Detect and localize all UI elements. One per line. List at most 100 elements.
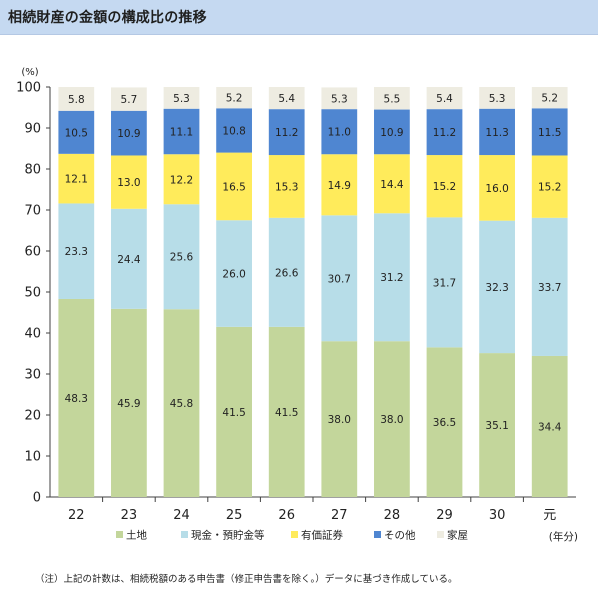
data-label: 12.1 <box>65 174 88 186</box>
data-label: 10.5 <box>65 127 88 139</box>
bar-segment <box>479 87 515 109</box>
bar-segment <box>426 217 463 348</box>
data-label: 26.6 <box>275 267 299 279</box>
data-label: 35.1 <box>485 420 508 432</box>
bar-segment <box>111 308 147 497</box>
x-tick-label: 26 <box>278 508 295 523</box>
y-tick-label: 20 <box>24 409 41 424</box>
x-axis-unit: (年分) <box>549 530 578 543</box>
data-label: 11.3 <box>485 127 508 139</box>
data-label: 33.7 <box>538 282 561 294</box>
legend-label: 土地 <box>126 529 147 542</box>
data-label: 5.3 <box>489 93 506 105</box>
legend-swatch <box>374 531 381 538</box>
bar-segment <box>374 87 410 110</box>
legend-swatch <box>181 531 188 538</box>
data-label: 5.7 <box>121 94 138 106</box>
data-label: 5.4 <box>436 93 453 105</box>
bar-segment <box>111 155 147 209</box>
y-tick-label: 80 <box>24 163 41 178</box>
data-label: 5.8 <box>68 94 85 106</box>
data-label: 32.3 <box>485 282 508 294</box>
data-label: 45.8 <box>170 398 193 410</box>
legend-label: 現金・預貯金等 <box>191 529 265 542</box>
x-tick-label: 27 <box>331 508 348 523</box>
data-label: 5.3 <box>331 93 348 105</box>
bar-segment <box>321 154 358 216</box>
data-label: 41.5 <box>222 407 245 419</box>
y-axis-unit: (%) <box>21 67 38 78</box>
data-label: 13.0 <box>117 177 140 189</box>
bar-segment <box>58 203 95 299</box>
data-label: 38.0 <box>380 414 403 426</box>
data-label: 11.2 <box>433 127 456 139</box>
bar-segment <box>163 108 200 155</box>
data-label: 31.7 <box>433 277 456 289</box>
bar-segment <box>426 109 463 156</box>
data-label: 38.0 <box>328 414 351 426</box>
bar-segment <box>531 108 568 156</box>
x-tick-label: 25 <box>226 508 243 523</box>
data-label: 24.4 <box>117 254 141 266</box>
bar-segment <box>426 155 463 218</box>
data-label: 10.9 <box>380 127 403 139</box>
bar-segment <box>111 208 147 309</box>
legend-label: 有価証券 <box>301 529 343 542</box>
bar-segment <box>163 87 200 109</box>
bar-segment <box>531 355 568 497</box>
y-tick-label: 30 <box>24 368 41 383</box>
y-tick-label: 0 <box>33 491 41 506</box>
data-label: 45.9 <box>117 398 140 410</box>
data-label: 15.2 <box>538 182 561 194</box>
bar-segment <box>374 154 410 214</box>
data-label: 5.4 <box>278 93 295 105</box>
bar-segment <box>321 87 358 110</box>
bar-segment <box>268 109 305 156</box>
data-label: 14.4 <box>380 179 404 191</box>
bar-segment <box>479 155 515 221</box>
bar-segment <box>216 326 252 497</box>
bar-segment <box>58 298 95 497</box>
data-label: 15.2 <box>433 181 456 193</box>
y-tick-label: 70 <box>24 204 41 219</box>
bar-segment <box>216 108 252 153</box>
y-tick-label: 40 <box>24 327 41 342</box>
bar-segment <box>58 110 95 154</box>
bar-segment <box>426 87 463 110</box>
data-label: 48.3 <box>65 393 88 405</box>
data-label: 5.5 <box>384 93 401 105</box>
bar-segment <box>58 87 95 111</box>
data-label: 5.2 <box>226 93 243 105</box>
data-label: 11.5 <box>538 127 561 139</box>
data-label: 15.3 <box>275 181 298 193</box>
bar-segment <box>426 347 463 497</box>
legend-swatch <box>116 531 123 538</box>
bar-segment <box>58 153 95 204</box>
data-label: 26.0 <box>222 269 245 281</box>
bar-segment <box>216 220 252 327</box>
bar-segment <box>531 87 568 109</box>
bar-segment <box>268 217 305 327</box>
data-label: 11.2 <box>275 127 298 139</box>
bar-segment <box>216 87 252 109</box>
bar-segment <box>321 109 358 155</box>
y-tick-label: 90 <box>24 122 41 137</box>
bar-segment <box>216 152 252 221</box>
bar-segment <box>111 87 147 111</box>
legend-swatch <box>291 531 298 538</box>
data-label: 11.1 <box>170 126 193 138</box>
legend-swatch <box>437 531 444 538</box>
legend-label: その他 <box>384 529 416 542</box>
header-bar: 相続財産の金額の構成比の推移 <box>0 0 598 35</box>
data-label: 25.6 <box>170 252 194 264</box>
data-label: 30.7 <box>328 273 351 285</box>
data-label: 10.9 <box>117 128 140 140</box>
data-label: 31.2 <box>380 272 403 284</box>
x-tick-label: 28 <box>384 508 401 523</box>
bar-segment <box>479 108 515 156</box>
data-label: 14.9 <box>328 180 351 192</box>
bar-segment <box>321 215 358 342</box>
bar-segment <box>163 309 200 497</box>
page-title: 相続財産の金額の構成比の推移 <box>8 10 207 26</box>
